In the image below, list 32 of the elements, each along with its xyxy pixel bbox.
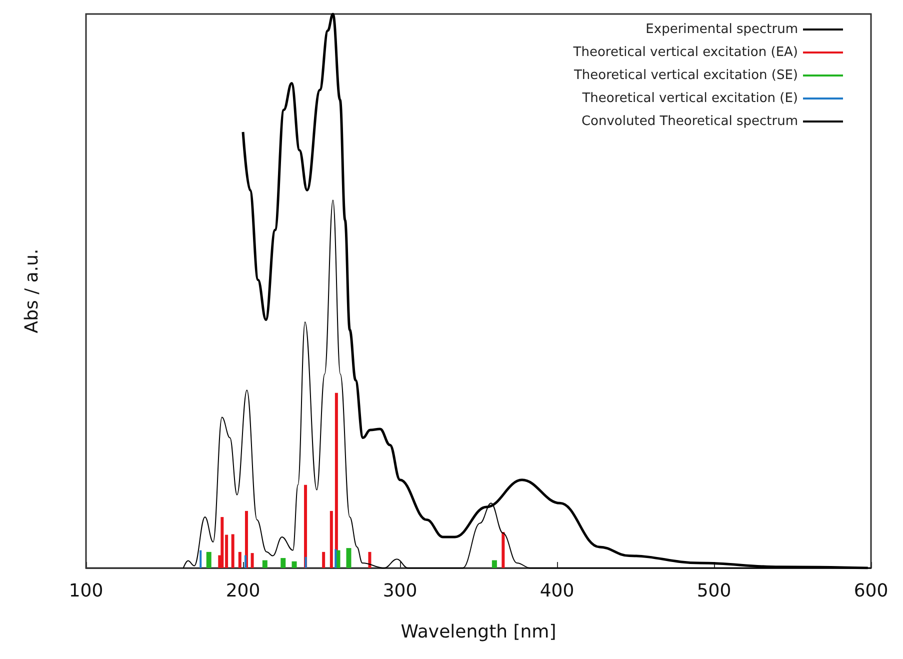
legend-label: Convoluted Theoretical spectrum (581, 114, 798, 129)
x-tick-label: 400 (540, 580, 574, 602)
legend-label: Experimental spectrum (646, 22, 798, 37)
bar (304, 556, 307, 568)
bar (231, 534, 234, 568)
legend-label: Theoretical vertical excitation (EA) (572, 45, 798, 60)
bar (220, 517, 224, 568)
bar (322, 552, 326, 568)
bar (304, 484, 308, 568)
bar (502, 532, 505, 568)
bar (262, 560, 268, 568)
x-tick-label: 500 (696, 580, 732, 602)
bar (280, 558, 286, 568)
bar (334, 549, 337, 568)
bar (492, 560, 497, 568)
bar (206, 552, 212, 568)
x-tick-label: 300 (382, 580, 418, 602)
x-tick-label: 200 (226, 580, 260, 602)
x-tick-label: 600 (854, 580, 888, 602)
bar (244, 555, 247, 568)
x-axis-title: Wavelength [nm] (400, 622, 556, 642)
bar (200, 550, 202, 568)
bar (330, 510, 333, 568)
bar (238, 552, 242, 568)
legend-label: Theoretical vertical excitation (SE) (572, 68, 798, 83)
y-axis-title: Abs / a.u. (22, 248, 42, 334)
bar (292, 561, 297, 568)
bar (250, 553, 254, 568)
legend-label: Theoretical vertical excitation (E) (581, 91, 798, 106)
x-tick-label: 100 (68, 580, 104, 602)
bar (346, 548, 352, 568)
bar (368, 552, 372, 568)
